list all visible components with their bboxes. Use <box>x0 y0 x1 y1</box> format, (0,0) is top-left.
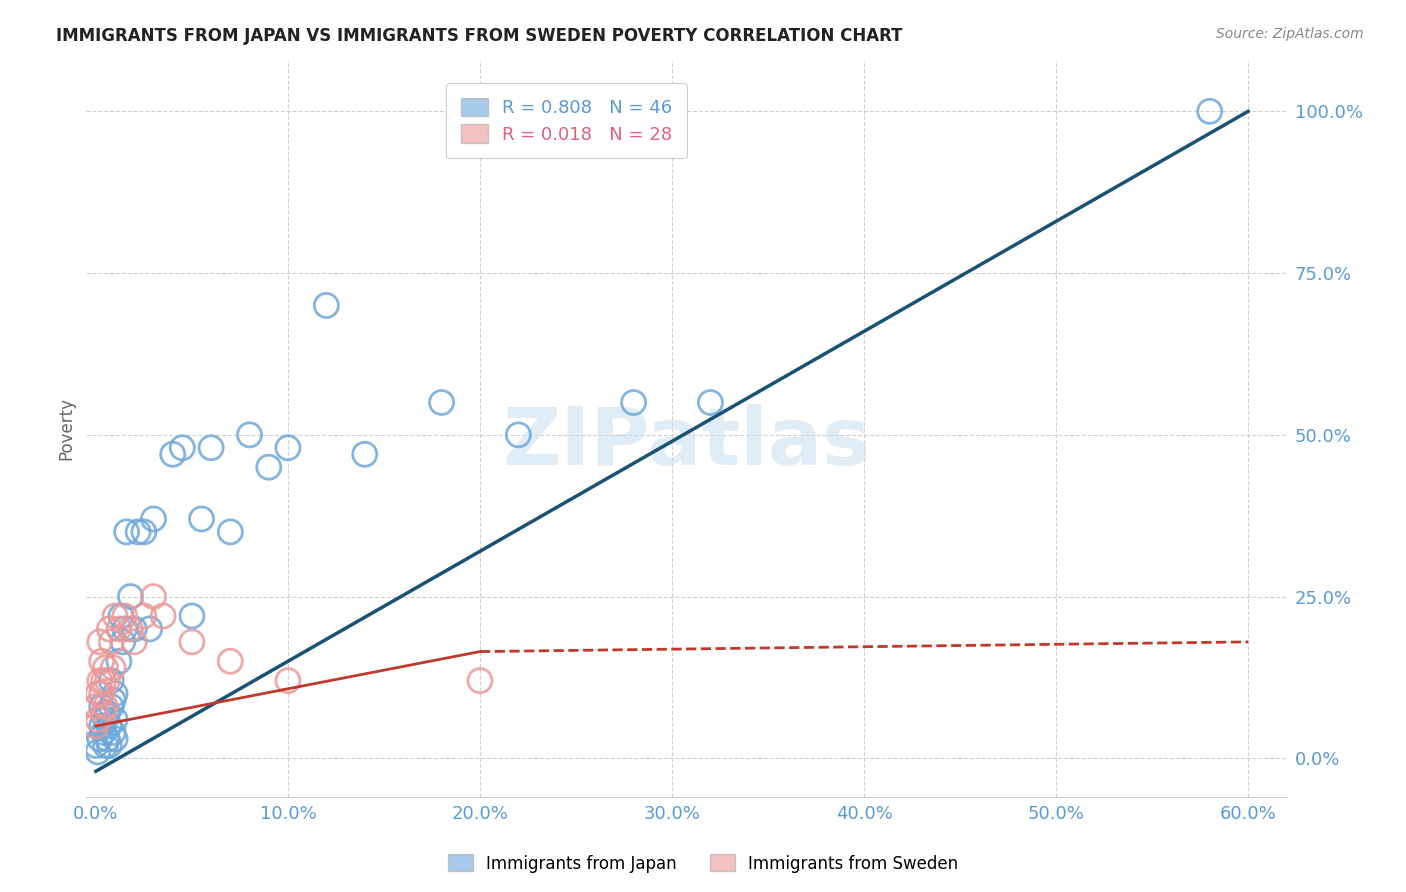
Point <box>142 512 165 526</box>
Point <box>124 622 146 636</box>
Point <box>353 447 375 461</box>
Point <box>219 654 242 668</box>
Point <box>132 609 155 624</box>
Point <box>84 739 107 753</box>
Point <box>96 673 118 688</box>
Legend: Immigrants from Japan, Immigrants from Sweden: Immigrants from Japan, Immigrants from S… <box>441 847 965 880</box>
Point <box>257 460 280 475</box>
Point <box>101 693 124 707</box>
Point <box>100 699 122 714</box>
Point <box>315 298 337 312</box>
Point <box>180 635 202 649</box>
Point <box>108 654 131 668</box>
Point <box>93 725 115 739</box>
Text: Source: ZipAtlas.com: Source: ZipAtlas.com <box>1216 27 1364 41</box>
Point <box>699 395 721 409</box>
Point <box>87 745 110 759</box>
Point <box>104 713 127 727</box>
Point <box>114 609 136 624</box>
Point <box>1198 104 1220 119</box>
Point <box>84 719 107 733</box>
Point <box>87 687 110 701</box>
Point <box>98 622 121 636</box>
Point <box>127 524 149 539</box>
Point <box>89 635 111 649</box>
Point <box>132 524 155 539</box>
Y-axis label: Poverty: Poverty <box>58 397 75 460</box>
Point <box>138 622 160 636</box>
Point <box>100 635 122 649</box>
Legend: R = 0.808   N = 46, R = 0.018   N = 28: R = 0.808 N = 46, R = 0.018 N = 28 <box>446 83 686 158</box>
Point <box>100 673 122 688</box>
Point <box>114 622 136 636</box>
Point <box>172 441 194 455</box>
Point <box>430 395 453 409</box>
Point <box>190 512 212 526</box>
Point <box>162 447 184 461</box>
Point <box>111 635 134 649</box>
Point <box>277 441 299 455</box>
Point <box>104 731 127 746</box>
Point <box>93 673 115 688</box>
Point <box>120 590 142 604</box>
Point <box>89 731 111 746</box>
Point <box>98 739 121 753</box>
Point <box>94 661 117 675</box>
Point <box>277 673 299 688</box>
Point <box>124 635 146 649</box>
Point <box>120 622 142 636</box>
Point <box>200 441 222 455</box>
Point <box>508 427 530 442</box>
Point <box>90 719 112 733</box>
Point <box>238 427 260 442</box>
Point <box>94 699 117 714</box>
Point <box>93 706 115 720</box>
Point <box>90 687 112 701</box>
Point <box>94 713 117 727</box>
Point <box>94 739 117 753</box>
Point <box>89 673 111 688</box>
Point <box>623 395 645 409</box>
Point <box>110 609 132 624</box>
Text: ZIPatlas: ZIPatlas <box>502 404 870 482</box>
Text: IMMIGRANTS FROM JAPAN VS IMMIGRANTS FROM SWEDEN POVERTY CORRELATION CHART: IMMIGRANTS FROM JAPAN VS IMMIGRANTS FROM… <box>56 27 903 45</box>
Point <box>96 731 118 746</box>
Point <box>87 713 110 727</box>
Point <box>104 609 127 624</box>
Point <box>104 687 127 701</box>
Point <box>108 622 131 636</box>
Point <box>84 699 107 714</box>
Point <box>142 590 165 604</box>
Point <box>468 673 491 688</box>
Point <box>101 725 124 739</box>
Point <box>152 609 174 624</box>
Point <box>90 654 112 668</box>
Point <box>180 609 202 624</box>
Point <box>98 719 121 733</box>
Point <box>90 699 112 714</box>
Point <box>115 524 138 539</box>
Point <box>101 661 124 675</box>
Point <box>219 524 242 539</box>
Point <box>96 706 118 720</box>
